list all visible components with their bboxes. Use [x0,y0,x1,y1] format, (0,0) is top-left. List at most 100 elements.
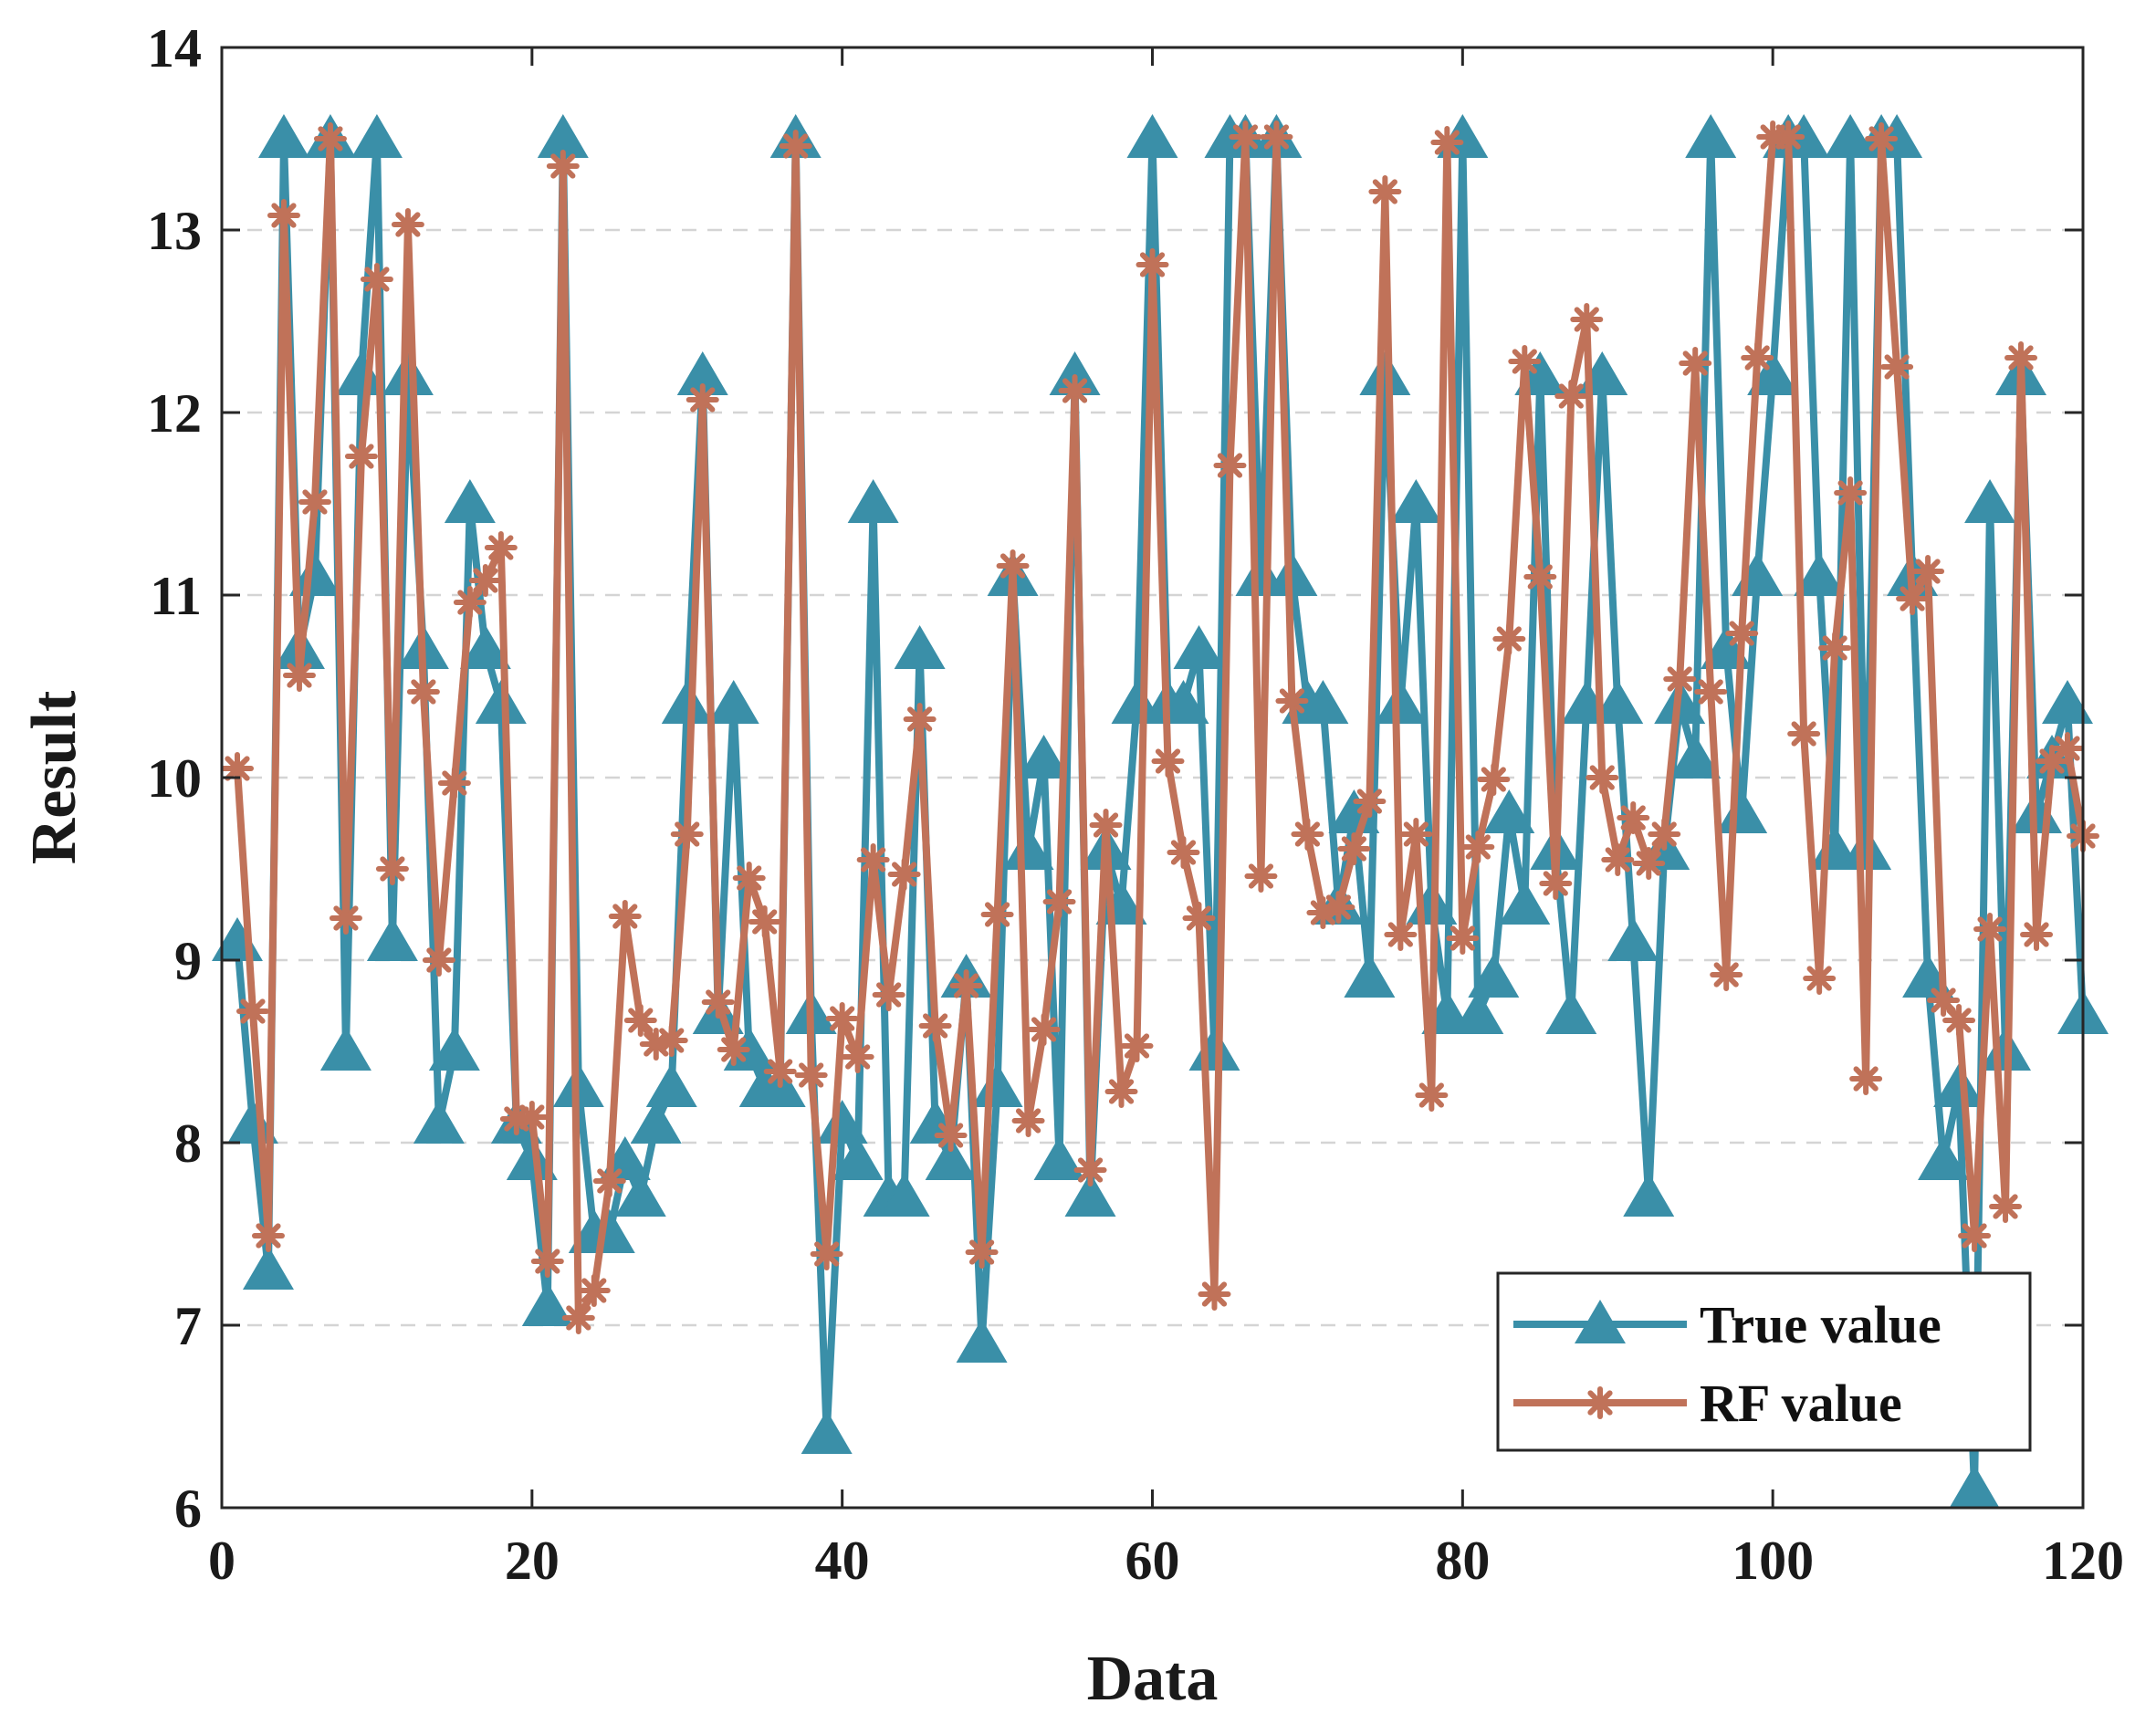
x-tick-label-100: 100 [1732,1531,1814,1591]
point-rf-value-4 [267,199,300,232]
point-rf-value-116 [2004,341,2038,374]
point-rf-value-50 [980,898,1014,931]
point-rf-value-46 [918,1009,952,1042]
point-rf-value-79 [1430,126,1464,159]
point-true-value-15 [428,1027,480,1071]
point-rf-value-87 [1554,380,1588,413]
point-rf-value-68 [1260,120,1293,153]
point-rf-value-69 [1275,685,1309,717]
legend-marker-true-value [1575,1300,1626,1343]
point-rf-value-62 [1167,836,1200,869]
point-rf-value-36 [763,1055,797,1088]
point-true-value-92 [1623,1173,1675,1217]
point-true-value-14 [413,1100,465,1144]
point-rf-value-6 [298,486,331,518]
point-true-value-87 [1545,990,1597,1034]
point-rf-value-114 [1973,913,2007,946]
point-rf-value-37 [779,130,812,162]
series-layer [212,114,2109,1509]
y-tick-label-13: 13 [147,201,202,261]
point-rf-value-54 [1042,885,1076,918]
point-true-value-54 [1033,1136,1085,1180]
point-rf-value-92 [1632,847,1666,880]
point-rf-value-90 [1601,843,1635,876]
point-rf-value-72 [1322,891,1355,924]
point-rf-value-77 [1399,818,1433,851]
point-rf-value-27 [623,1004,657,1037]
point-rf-value-85 [1523,560,1557,593]
point-true-value-16 [444,479,496,523]
point-rf-value-24 [577,1274,611,1307]
point-rf-value-15 [437,767,471,800]
point-rf-value-42 [856,843,890,876]
point-true-value-21 [521,1282,573,1326]
point-rf-value-55 [1058,374,1092,407]
point-rf-value-39 [810,1238,843,1270]
point-true-value-49 [956,1319,1008,1363]
point-rf-value-45 [903,703,937,736]
point-rf-value-41 [841,1040,874,1073]
point-rf-value-17 [468,564,502,597]
point-rf-value-70 [1291,818,1324,851]
point-rf-value-99 [1741,341,1774,374]
point-true-value-84 [1499,881,1551,925]
point-rf-value-115 [1989,1190,2023,1223]
point-true-value-91 [1607,917,1659,961]
y-tick-label-9: 9 [174,931,202,991]
point-rf-value-89 [1586,761,1619,794]
legend-label-rf-value: RF value [1700,1374,1902,1433]
point-rf-value-60 [1136,248,1169,281]
point-true-value-77 [1390,479,1442,523]
point-true-value-27 [614,1173,666,1217]
point-rf-value-113 [1958,1219,1992,1252]
point-rf-value-7 [313,122,347,155]
point-rf-value-40 [825,1002,859,1035]
point-rf-value-51 [996,549,1030,582]
point-rf-value-91 [1617,801,1650,834]
point-rf-value-67 [1244,860,1278,893]
point-true-value-103 [1794,552,1846,596]
point-rf-value-18 [484,531,518,564]
point-true-value-52 [1002,826,1054,870]
x-tick-label-20: 20 [505,1531,560,1591]
point-true-value-83 [1483,789,1535,833]
point-rf-value-38 [794,1059,828,1092]
point-true-value-6 [288,552,340,596]
x-tick-label-120: 120 [2042,1531,2124,1591]
point-rf-value-105 [1834,476,1868,509]
point-rf-value-110 [1911,555,1945,588]
point-rf-value-82 [1477,763,1511,796]
point-rf-value-88 [1570,303,1604,336]
point-true-value-47 [925,1136,977,1180]
point-rf-value-2 [235,995,269,1028]
point-true-value-119 [2042,680,2093,724]
point-rf-value-80 [1446,922,1480,955]
point-true-value-29 [645,1063,697,1107]
point-true-value-76 [1375,680,1427,724]
legend-marker-rf-value [1584,1386,1617,1419]
point-rf-value-32 [701,986,735,1019]
point-rf-value-84 [1508,345,1542,378]
point-true-value-95 [1669,735,1722,779]
legend-star-icon [1584,1386,1617,1419]
point-true-value-10 [351,114,403,158]
point-true-value-30 [661,680,713,724]
point-rf-value-8 [329,902,362,935]
point-rf-value-31 [686,383,719,416]
legend-label-true-value: True value [1700,1295,1941,1354]
point-true-value-53 [1018,735,1070,779]
point-rf-value-101 [1772,120,1805,153]
legend-box [1496,1271,2032,1452]
point-true-value-18 [475,680,527,724]
y-tick-label-11: 11 [150,566,202,626]
point-true-value-33 [707,680,759,724]
point-rf-value-35 [748,905,781,938]
point-rf-value-48 [949,969,983,1002]
point-rf-value-75 [1368,175,1402,208]
point-rf-value-109 [1896,582,1930,615]
x-tick-label-40: 40 [815,1531,870,1591]
point-rf-value-86 [1539,867,1573,900]
point-true-value-44 [878,1173,930,1217]
point-rf-value-117 [2020,918,2054,951]
point-rf-value-29 [654,1024,688,1057]
